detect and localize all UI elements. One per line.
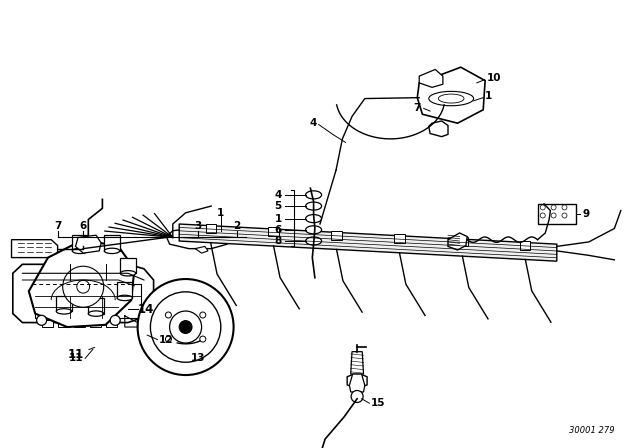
- Polygon shape: [72, 235, 88, 251]
- Polygon shape: [448, 233, 467, 250]
- Ellipse shape: [306, 237, 322, 245]
- Polygon shape: [120, 258, 136, 273]
- Text: 8: 8: [275, 236, 282, 246]
- Text: 3: 3: [195, 221, 202, 231]
- Polygon shape: [166, 228, 230, 249]
- Circle shape: [551, 205, 556, 210]
- Circle shape: [77, 280, 90, 293]
- Polygon shape: [349, 374, 365, 392]
- Polygon shape: [74, 320, 85, 327]
- Circle shape: [351, 391, 363, 402]
- Polygon shape: [347, 373, 367, 389]
- Polygon shape: [195, 246, 208, 253]
- Text: 1: 1: [217, 208, 225, 218]
- Polygon shape: [205, 224, 216, 233]
- Polygon shape: [88, 298, 104, 314]
- Text: 4: 4: [274, 190, 282, 200]
- Text: 15: 15: [371, 398, 386, 408]
- Polygon shape: [42, 320, 53, 327]
- Polygon shape: [520, 241, 531, 250]
- Text: 7: 7: [413, 103, 421, 112]
- Circle shape: [165, 312, 172, 318]
- Polygon shape: [419, 69, 443, 87]
- Ellipse shape: [306, 202, 322, 210]
- Text: 12: 12: [159, 335, 173, 345]
- Circle shape: [540, 213, 545, 218]
- Ellipse shape: [306, 215, 322, 223]
- Ellipse shape: [88, 311, 104, 316]
- Text: 6: 6: [79, 221, 87, 231]
- Polygon shape: [269, 227, 279, 236]
- Polygon shape: [429, 121, 448, 137]
- Polygon shape: [12, 240, 58, 258]
- Text: 7: 7: [54, 221, 61, 231]
- Text: 30001 279: 30001 279: [569, 426, 614, 435]
- Circle shape: [36, 315, 47, 325]
- Polygon shape: [179, 224, 557, 261]
- Ellipse shape: [104, 248, 120, 254]
- Circle shape: [551, 213, 556, 218]
- Polygon shape: [394, 234, 404, 243]
- Circle shape: [63, 266, 104, 307]
- Circle shape: [110, 315, 120, 325]
- Polygon shape: [351, 352, 364, 374]
- Text: 6: 6: [275, 225, 282, 235]
- Circle shape: [200, 336, 206, 342]
- Polygon shape: [90, 320, 101, 327]
- Polygon shape: [117, 282, 132, 298]
- Text: 10: 10: [486, 73, 501, 83]
- Circle shape: [170, 311, 202, 343]
- Polygon shape: [76, 235, 101, 253]
- Circle shape: [540, 205, 545, 210]
- Text: 13: 13: [191, 353, 205, 363]
- Circle shape: [562, 213, 567, 218]
- Ellipse shape: [117, 295, 132, 301]
- Polygon shape: [538, 204, 576, 224]
- Text: 9: 9: [582, 209, 589, 219]
- Ellipse shape: [56, 309, 72, 314]
- Polygon shape: [332, 231, 342, 240]
- Polygon shape: [13, 264, 154, 323]
- Text: 5: 5: [275, 201, 282, 211]
- Circle shape: [150, 292, 221, 362]
- Text: 2: 2: [233, 221, 241, 231]
- Text: 14: 14: [138, 302, 154, 316]
- Circle shape: [179, 321, 192, 333]
- Ellipse shape: [306, 226, 322, 234]
- Text: 11: 11: [67, 347, 95, 362]
- Ellipse shape: [72, 248, 88, 254]
- Circle shape: [138, 279, 234, 375]
- Polygon shape: [29, 240, 134, 327]
- Ellipse shape: [120, 271, 136, 276]
- Polygon shape: [56, 296, 72, 311]
- Polygon shape: [458, 237, 468, 246]
- Text: 11: 11: [68, 353, 83, 363]
- Text: 4: 4: [309, 118, 317, 128]
- Polygon shape: [104, 235, 120, 251]
- Polygon shape: [417, 67, 485, 123]
- Polygon shape: [35, 284, 141, 318]
- Circle shape: [165, 336, 172, 342]
- Circle shape: [200, 312, 206, 318]
- Circle shape: [562, 205, 567, 210]
- Ellipse shape: [306, 191, 322, 199]
- Text: 1: 1: [275, 214, 282, 224]
- Text: 1: 1: [485, 91, 492, 101]
- Polygon shape: [58, 320, 69, 327]
- Polygon shape: [106, 320, 117, 327]
